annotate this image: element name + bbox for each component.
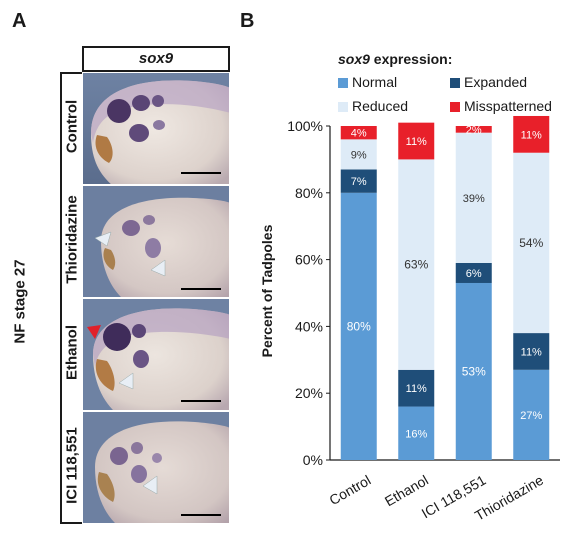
bar-reduced-control bbox=[340, 139, 377, 170]
data-label-expanded-control: 7% bbox=[351, 176, 367, 188]
data-label-normal-ethanol: 16% bbox=[405, 428, 427, 440]
legend-swatch-normal bbox=[338, 78, 348, 88]
y-tick-label: 40% bbox=[295, 318, 323, 334]
legend-misspatterned: Misspatterned bbox=[450, 98, 552, 114]
data-label-reduced-control: 9% bbox=[351, 149, 367, 161]
data-label-misspatterned-control: 4% bbox=[351, 128, 367, 140]
data-label-expanded-ethanol: 11% bbox=[406, 383, 427, 395]
bar-reduced-ici-118-551 bbox=[455, 132, 492, 263]
embryo-image-ethanol bbox=[82, 298, 230, 411]
panel-a-letter: A bbox=[12, 10, 27, 32]
y-tick-label: 80% bbox=[295, 185, 323, 201]
data-label-reduced-ethanol: 63% bbox=[404, 258, 428, 272]
data-label-expanded-thioridazine: 11% bbox=[521, 346, 542, 358]
bar-expanded-thioridazine bbox=[513, 333, 550, 370]
y-tick-label: 100% bbox=[287, 118, 323, 134]
bar-expanded-ici-118-551 bbox=[455, 262, 492, 283]
data-label-normal-ici-118-551: 53% bbox=[462, 364, 486, 378]
bar-normal-thioridazine bbox=[513, 369, 550, 460]
bar-reduced-ethanol bbox=[398, 159, 435, 370]
condition-bracket bbox=[60, 72, 84, 524]
bar-normal-ethanol bbox=[398, 406, 435, 460]
bar-misspatterned-ethanol bbox=[398, 122, 435, 160]
legend-label-expanded: Expanded bbox=[464, 74, 528, 90]
panel-b-letter: B bbox=[240, 10, 255, 32]
embryo-image-ici bbox=[82, 411, 230, 524]
bar-misspatterned-thioridazine bbox=[513, 115, 550, 153]
gene-header: sox9 bbox=[82, 46, 230, 72]
embryo-image-thioridazine bbox=[82, 185, 230, 298]
legend-expanded: Expanded bbox=[450, 74, 527, 90]
data-label-misspatterned-ethanol: 11% bbox=[406, 136, 427, 148]
bar-misspatterned-ici-118-551 bbox=[455, 126, 492, 133]
y-tick-label: 60% bbox=[295, 252, 323, 268]
data-label-reduced-ici-118-551: 39% bbox=[463, 193, 485, 205]
legend-title: sox9 expression: bbox=[338, 51, 452, 67]
bar-normal-ici-118-551 bbox=[455, 282, 492, 460]
bar-expanded-ethanol bbox=[398, 369, 435, 407]
legend-label-misspatterned: Misspatterned bbox=[464, 98, 552, 114]
data-label-misspatterned-ici-118-551: 2% bbox=[466, 124, 482, 136]
legend-label-normal: Normal bbox=[352, 74, 398, 90]
legend-suffix: expression: bbox=[369, 51, 453, 67]
data-label-normal-thioridazine: 27% bbox=[520, 410, 542, 422]
data-label-expanded-ici-118-551: 6% bbox=[466, 268, 482, 280]
bar-expanded-control bbox=[340, 169, 377, 193]
bar-misspatterned-control bbox=[340, 126, 377, 140]
legend-reduced: Reduced bbox=[338, 98, 408, 114]
legend-normal: Normal bbox=[338, 74, 397, 90]
x-tick-label: Control bbox=[326, 472, 373, 508]
data-label-reduced-thioridazine: 54% bbox=[519, 236, 543, 250]
legend-gene: sox9 bbox=[338, 51, 370, 67]
y-tick-label: 0% bbox=[303, 452, 323, 468]
legend-swatch-misspatterned bbox=[450, 102, 460, 112]
y-tick-label: 20% bbox=[295, 385, 323, 401]
embryo-image-control bbox=[82, 72, 230, 185]
legend-label-reduced: Reduced bbox=[352, 98, 409, 114]
data-label-normal-control: 80% bbox=[347, 319, 371, 333]
data-label-misspatterned-thioridazine: 11% bbox=[521, 129, 542, 141]
bar-normal-control bbox=[340, 192, 377, 461]
legend-swatch-reduced bbox=[338, 102, 348, 112]
legend-swatch-expanded bbox=[450, 78, 460, 88]
bar-reduced-thioridazine bbox=[513, 152, 550, 334]
